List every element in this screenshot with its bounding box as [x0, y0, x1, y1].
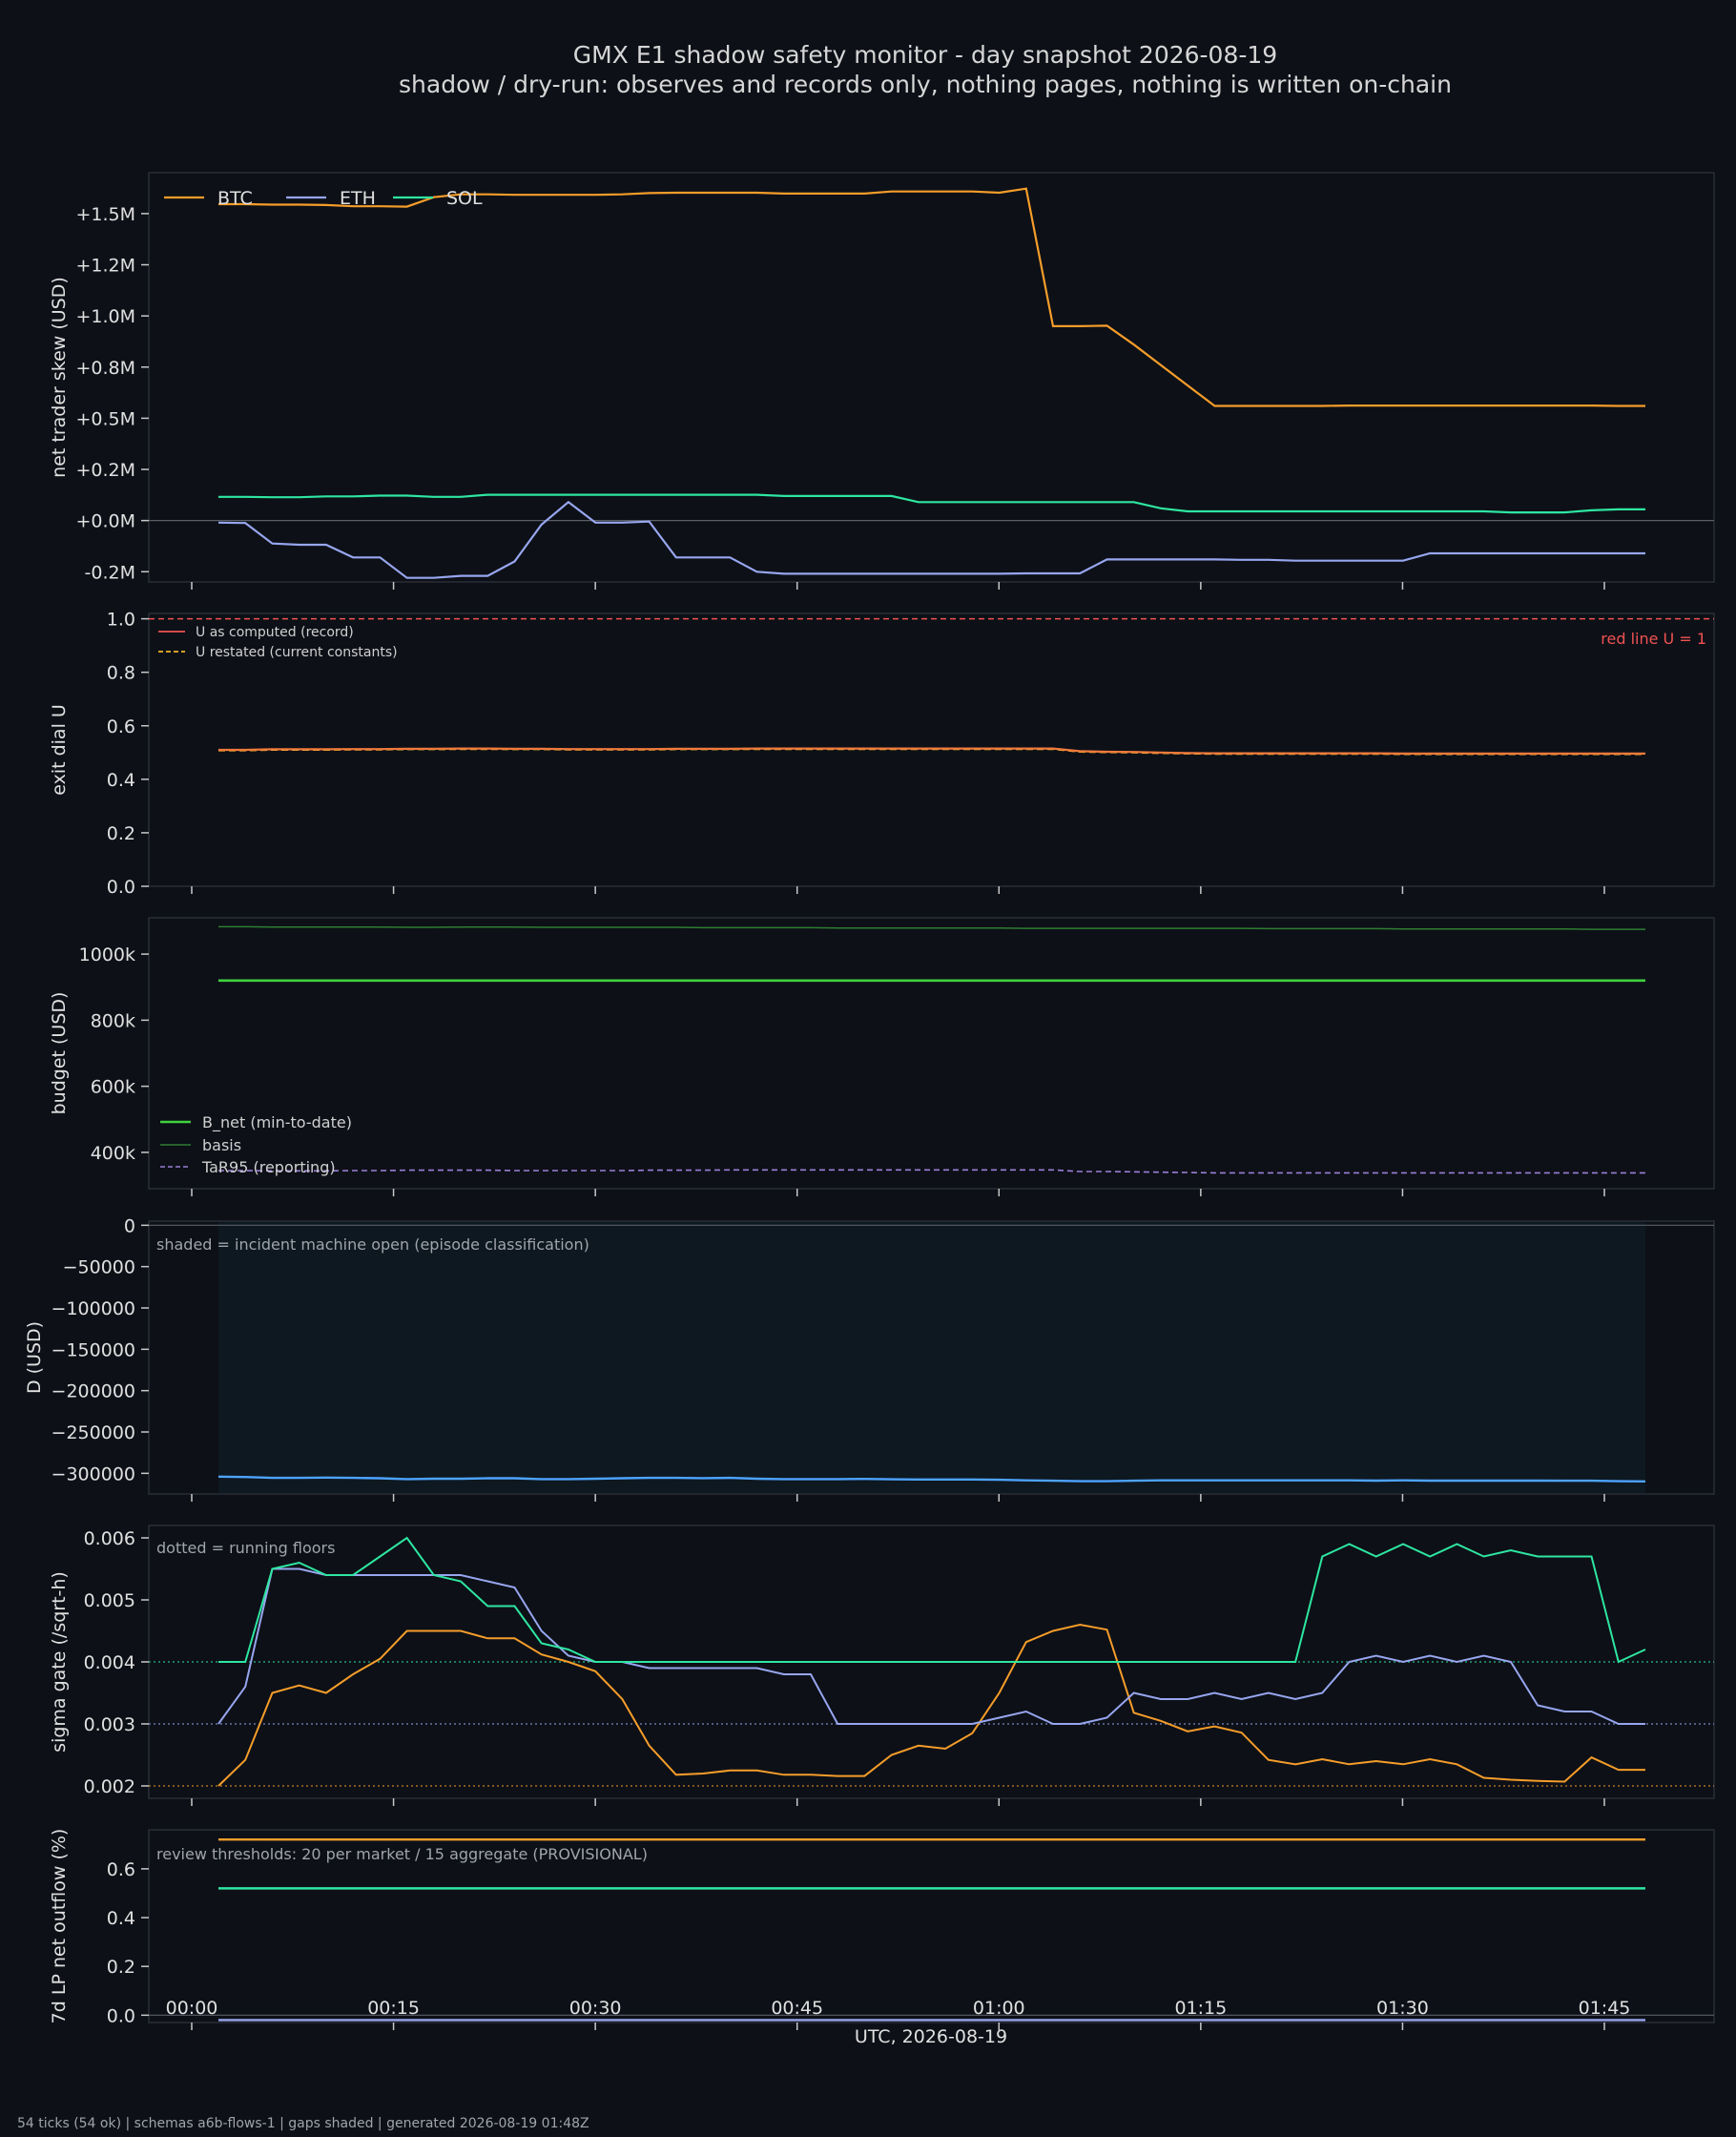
figure-title: GMX E1 shadow safety monitor - day snaps… — [573, 41, 1277, 69]
y-axis-label: 7d LP net outflow (%) — [49, 1829, 70, 2024]
legend-label: SOL — [446, 188, 483, 209]
y-tick-label: 0.003 — [84, 1714, 135, 1735]
y-tick-label: 0.6 — [107, 716, 135, 737]
legend-label: TaR95 (reporting) — [201, 1158, 336, 1176]
legend-item-btc: BTC — [164, 188, 253, 209]
x-tick-label: 00:30 — [569, 1998, 622, 2019]
legend-label: U restated (current constants) — [196, 645, 398, 660]
legend-item-eth: ETH — [286, 188, 376, 209]
panel-frame — [148, 172, 1715, 583]
y-tick-label: 0.4 — [107, 770, 135, 791]
panel-annotation: review thresholds: 20 per market / 15 ag… — [156, 1845, 648, 1863]
series-line-basis — [218, 925, 1645, 930]
series-line-sol — [218, 493, 1645, 514]
panel-1: +1.5M +1.2M +1.0M +0.8M +0.5M +0.2M +0.0M -0.2M… — [49, 172, 1715, 590]
y-tick-label: +1.2M — [75, 256, 135, 277]
y-tick-label: 0.2 — [107, 1957, 135, 1978]
y-tick-label: 0.2 — [107, 823, 135, 844]
y-tick-label: 0.8 — [107, 663, 135, 684]
incident-shade — [218, 1222, 1645, 1493]
x-tick-label: 00:15 — [367, 1998, 420, 2019]
red-line-annotation: red line U = 1 — [1601, 630, 1706, 648]
legend-label: U as computed (record) — [196, 625, 354, 640]
panel-6: 0.6 0.4 0.2 0.0 7d LP net outflow (%) review … — [49, 1829, 1715, 2030]
y-tick-label: −50000 — [63, 1257, 135, 1278]
panel-5: 0.006 0.005 0.004 0.003 0.002 sigma gate (/sq… — [49, 1525, 1715, 1806]
y-axis-label: exit dial U — [49, 704, 70, 796]
y-tick-label: −200000 — [52, 1381, 135, 1402]
y-tick-label: −150000 — [52, 1339, 135, 1360]
y-tick-label: −300000 — [52, 1463, 135, 1484]
series-line-btc — [217, 1623, 1645, 1787]
panel-frame — [148, 1829, 1715, 2023]
legend-label: ETH — [340, 188, 376, 209]
y-tick-label: +1.0M — [75, 306, 135, 327]
x-tick-label: 00:00 — [166, 1998, 218, 2019]
x-tick-label: 01:00 — [973, 1998, 1025, 2019]
series-line-eth — [217, 500, 1645, 579]
panel-2: 1.0 0.8 0.6 0.4 0.2 0.0 exit dial U red line U … — [49, 610, 1715, 898]
legend-item-u-restated: U restated (current constants) — [158, 645, 398, 660]
y-tick-label: 0.002 — [84, 1776, 135, 1797]
y-tick-label: 400k — [91, 1143, 135, 1164]
y-tick-label: 0.6 — [107, 1859, 135, 1880]
panels: +1.5M +1.2M +1.0M +0.8M +0.5M +0.2M +0.0M -0.2M… — [24, 172, 1715, 2030]
panel-3: 1000k 800k 600k 400k budget (USD) B_net (min-… — [49, 917, 1715, 1196]
legend-label: BTC — [217, 188, 253, 209]
x-tick-label: 01:45 — [1579, 1998, 1631, 2019]
legend-item-tar95: TaR95 (reporting) — [160, 1158, 336, 1176]
y-tick-label: -0.2M — [85, 562, 135, 583]
y-tick-label: 800k — [91, 1010, 135, 1031]
y-tick-label: 0.005 — [84, 1590, 135, 1611]
y-tick-label: 1.0 — [107, 610, 135, 631]
x-tick-label: 01:15 — [1174, 1998, 1227, 2019]
y-tick-label: +0.2M — [75, 460, 135, 481]
figure-subtitle: shadow / dry-run: observes and records o… — [399, 71, 1452, 98]
footer-text: 54 ticks (54 ok) | schemas a6b-flows-1 |… — [17, 2116, 589, 2131]
y-tick-label: 0.0 — [107, 2005, 135, 2026]
panel-frame — [148, 917, 1715, 1190]
y-axis-label: sigma gate (/sqrt-h) — [49, 1571, 70, 1753]
series-line-sol — [218, 1536, 1646, 1664]
y-tick-label: 600k — [91, 1077, 135, 1098]
legend-item-basis: basis — [160, 1136, 241, 1154]
y-tick-label: 0.004 — [84, 1652, 135, 1673]
legend-item-sol: SOL — [393, 188, 483, 209]
y-tick-label: 0 — [124, 1215, 135, 1236]
y-axis-label: net trader skew (USD) — [49, 277, 70, 478]
y-tick-label: 0.4 — [107, 1908, 135, 1929]
y-tick-label: −100000 — [52, 1298, 135, 1319]
panel-4: 0 −50000 −100000 −150000 −200000 −250000 −3000… — [24, 1215, 1715, 1502]
series-line-u-record — [218, 747, 1645, 755]
y-axis-label: D (USD) — [24, 1321, 45, 1394]
series-line-btc — [218, 187, 1645, 407]
y-tick-label: +0.5M — [75, 408, 135, 429]
x-tick-label: 01:30 — [1376, 1998, 1429, 2019]
y-tick-label: +0.0M — [75, 511, 135, 532]
y-tick-label: +0.8M — [75, 358, 135, 379]
panel-annotation: dotted = running floors — [156, 1539, 335, 1557]
legend-item-u-record: U as computed (record) — [158, 625, 354, 640]
legend-label: B_net (min-to-date) — [202, 1113, 352, 1132]
x-axis-label: UTC, 2026-08-19 — [855, 2026, 1007, 2047]
x-tick-label: 00:45 — [771, 1998, 823, 2019]
y-tick-label: +1.5M — [75, 204, 135, 225]
y-tick-label: 1000k — [79, 944, 135, 965]
legend-label: basis — [202, 1136, 241, 1154]
y-tick-label: 0.0 — [107, 877, 135, 898]
y-tick-label: −250000 — [52, 1422, 135, 1443]
legend-item-b-net: B_net (min-to-date) — [160, 1113, 352, 1132]
series-line-d — [217, 1475, 1646, 1483]
y-tick-label: 0.006 — [84, 1528, 135, 1549]
y-axis-label: budget (USD) — [49, 992, 70, 1115]
series-line-eth — [217, 1567, 1645, 1725]
panel-annotation: shaded = incident machine open (episode … — [156, 1235, 589, 1254]
